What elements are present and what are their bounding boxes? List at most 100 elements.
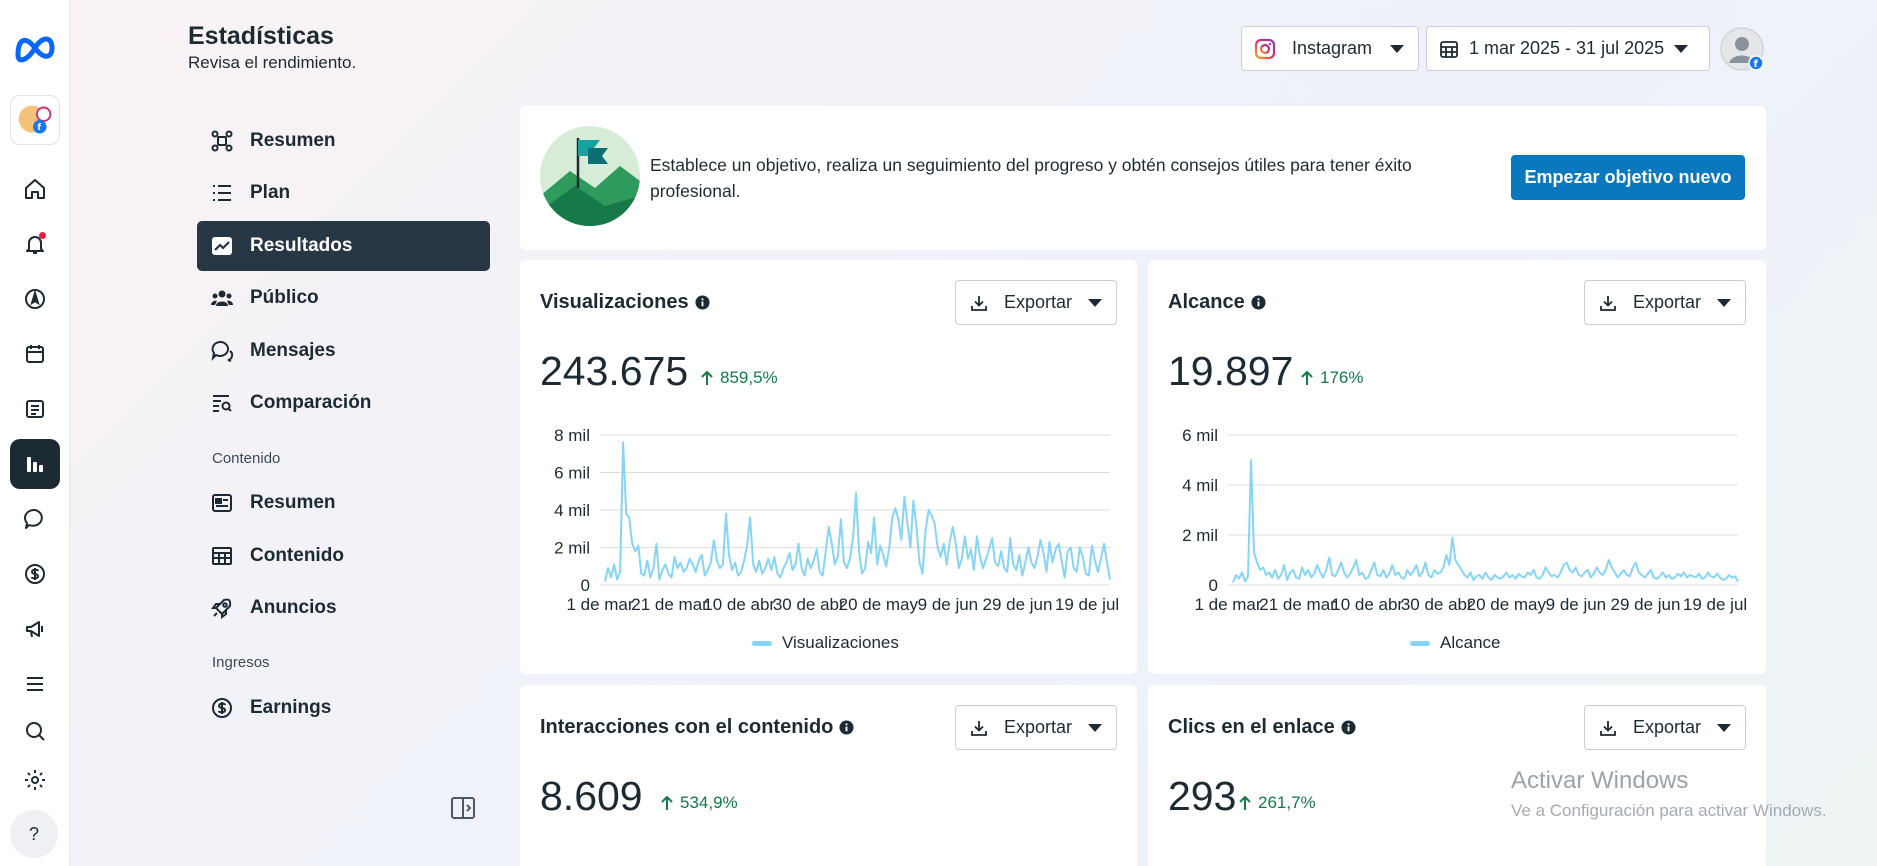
export-button[interactable]: Exportar (955, 705, 1117, 750)
views-card: Visualizaciones Exportar 243.675 859,5% … (520, 260, 1137, 674)
help-button[interactable]: ? (10, 810, 58, 858)
date-range-label: 1 mar 2025 - 31 jul 2025 (1469, 38, 1665, 58)
export-label: Exportar (1003, 292, 1073, 312)
chevron-down-icon (1717, 723, 1731, 732)
export-label: Exportar (1632, 717, 1702, 737)
y-tick-label: 6 mil (1182, 426, 1218, 445)
clicks-change-text: 261,7% (1258, 793, 1316, 812)
legend-label: Alcance (1440, 633, 1501, 652)
x-tick-label: 30 de abr (1401, 595, 1473, 614)
x-tick-label: 9 de jun (1546, 595, 1607, 614)
views-change-text: 859,5% (720, 368, 778, 387)
collapse-sidebar-icon[interactable] (450, 795, 476, 821)
goal-flag-illustration (540, 126, 640, 226)
arrow-up-icon (1301, 370, 1313, 385)
legend-swatch (1410, 640, 1430, 646)
info-icon[interactable] (1341, 720, 1356, 735)
clicks-card: Clics en el enlace Exportar 293 261,7% (1148, 685, 1766, 866)
chevron-down-icon (1088, 298, 1102, 307)
reach-change-text: 176% (1320, 368, 1364, 387)
arrow-up-icon (661, 795, 673, 810)
calendar-icon[interactable] (10, 329, 60, 379)
search-icon[interactable] (10, 706, 60, 756)
list-icon (213, 185, 231, 201)
x-tick-label: 21 de mar (631, 595, 708, 614)
legend-swatch (752, 640, 772, 646)
sidebar-item-label: Plan (250, 182, 291, 203)
sidebar-item-label: Mensajes (250, 340, 336, 361)
sidebar-item-mensajes[interactable]: Mensajes (197, 326, 490, 376)
sidebar-item-content-resumen[interactable]: Resumen (197, 478, 490, 528)
x-tick-label: 10 de abr (1331, 595, 1403, 614)
download-icon (971, 720, 987, 736)
x-tick-label: 29 de jun (982, 595, 1052, 614)
y-tick-label: 4 mil (1182, 476, 1218, 495)
sidebar-item-label: Comparación (250, 392, 372, 413)
meta-logo-icon[interactable] (12, 28, 58, 66)
sidebar-item-comparacion[interactable]: Comparación (197, 378, 490, 428)
interactions-title-text: Interacciones con el contenido (540, 716, 834, 738)
account-avatar[interactable]: f (10, 95, 60, 145)
posts-icon[interactable] (10, 384, 60, 434)
dollar-icon[interactable] (10, 549, 60, 599)
date-range-dropdown[interactable]: 1 mar 2025 - 31 jul 2025 (1426, 26, 1710, 71)
x-tick-label: 21 de mar (1259, 595, 1336, 614)
windows-activation-title: Activar Windows (1511, 767, 1689, 794)
views-title: Visualizaciones (540, 291, 710, 314)
content-summary-icon (212, 494, 232, 512)
x-tick-label: 1 de mar (566, 595, 633, 614)
sidebar-item-label: Resumen (250, 130, 336, 151)
download-icon (971, 295, 987, 311)
interactions-change-text: 534,9% (680, 793, 738, 812)
svg-text:f: f (1754, 59, 1759, 70)
megaphone-icon[interactable] (10, 604, 60, 654)
sidebar-item-publico[interactable]: Público (197, 273, 490, 323)
views-value: 243.675 (540, 348, 689, 394)
sidebar-item-earnings[interactable]: Earnings (197, 683, 490, 733)
page-subtitle: Revisa el rendimiento. (188, 53, 357, 72)
start-goal-button[interactable]: Empezar objetivo nuevo (1511, 155, 1745, 200)
platform-dropdown[interactable]: Instagram (1241, 26, 1419, 71)
sidebar-item-plan[interactable]: Plan (197, 168, 490, 218)
export-button[interactable]: Exportar (1584, 280, 1746, 325)
views-title-text: Visualizaciones (540, 291, 689, 313)
sidebar-item-contenido[interactable]: Contenido (197, 531, 490, 581)
chevron-down-icon (1088, 723, 1102, 732)
x-tick-label: 29 de jun (1610, 595, 1680, 614)
people-icon (211, 290, 233, 306)
info-icon[interactable] (839, 720, 854, 735)
clicks-change: 261,7% (1238, 793, 1316, 813)
export-button[interactable]: Exportar (1584, 705, 1746, 750)
chat-icon[interactable] (10, 494, 60, 544)
y-tick-label: 8 mil (554, 426, 590, 445)
home-icon[interactable] (10, 164, 60, 214)
dollar-circle-icon (212, 698, 232, 718)
x-tick-label: 10 de abr (703, 595, 775, 614)
sidebar-item-resultados[interactable]: Resultados (197, 221, 490, 271)
bell-icon[interactable] (10, 219, 60, 269)
interactions-value: 8.609 (540, 773, 643, 819)
export-button[interactable]: Exportar (955, 280, 1117, 325)
export-label: Exportar (1003, 717, 1073, 737)
views-change: 859,5% (700, 368, 778, 388)
info-icon[interactable] (695, 295, 710, 310)
icon-rail: f ? (0, 0, 70, 866)
x-tick-label: 9 de jun (918, 595, 979, 614)
insights-icon[interactable] (10, 439, 60, 489)
clicks-title-text: Clics en el enlace (1168, 716, 1335, 738)
sidebar-item-resumen[interactable]: Resumen (197, 116, 490, 166)
compass-icon[interactable] (10, 274, 60, 324)
reach-value: 19.897 (1168, 348, 1294, 394)
rocket-icon (211, 598, 232, 619)
messages-icon (211, 341, 234, 362)
y-tick-label: 0 (1209, 576, 1218, 595)
menu-icon[interactable] (10, 659, 60, 709)
y-tick-label: 2 mil (1182, 526, 1218, 545)
reach-legend: Alcance (1410, 633, 1500, 653)
gear-icon[interactable] (10, 755, 60, 805)
info-icon[interactable] (1251, 295, 1266, 310)
section-label-ingresos: Ingresos (212, 654, 270, 671)
sidebar-item-anuncios[interactable]: Anuncios (197, 583, 490, 633)
profile-avatar[interactable]: f (1720, 27, 1764, 71)
